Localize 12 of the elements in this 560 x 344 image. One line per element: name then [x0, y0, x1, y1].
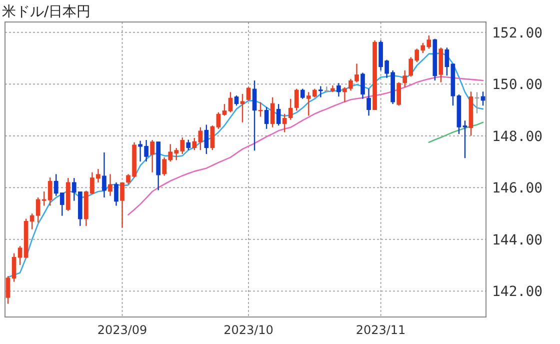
y-tick-label: 150.00: [492, 77, 543, 94]
x-tick-label: 2023/09: [97, 323, 148, 337]
y-tick-label: 148.00: [492, 128, 543, 145]
y-tick-label: 152.00: [492, 25, 543, 42]
y-tick-label: 144.00: [492, 232, 543, 248]
line-series: [128, 76, 484, 216]
x-tick-label: 2023/10: [224, 323, 274, 337]
line-series: [428, 122, 484, 143]
chart-title: 米ドル/日本円: [2, 4, 91, 20]
x-tick-label: 2023/11: [356, 323, 406, 337]
y-tick-label: 146.00: [492, 180, 543, 197]
y-tick-label: 142.00: [492, 284, 543, 300]
